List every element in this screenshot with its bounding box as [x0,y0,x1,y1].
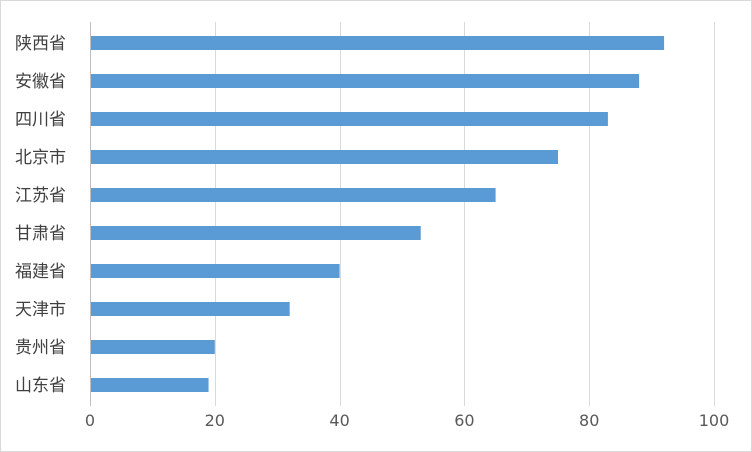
bar [91,302,290,316]
bar [91,112,608,126]
category-label: 甘肃省 [15,224,66,244]
category-label: 天津市 [15,300,66,320]
x-tick-label: 40 [329,411,349,430]
category-label: 陕西省 [15,34,66,54]
x-tick-label: 80 [579,411,599,430]
x-tick-label: 0 [85,411,95,430]
category-label: 江苏省 [15,186,66,206]
x-tick-label: 20 [205,411,225,430]
x-tick-label: 100 [699,411,730,430]
category-label: 北京市 [15,148,66,168]
bar-layer [91,36,665,392]
bar [91,74,640,88]
bar [91,150,558,164]
bar [91,226,421,240]
category-label: 福建省 [15,262,66,282]
bar [91,36,665,50]
bar [91,340,215,354]
category-label: 山东省 [15,376,66,396]
category-label: 安徽省 [15,72,66,92]
bar [91,378,209,392]
category-label: 贵州省 [15,338,66,358]
x-tick-label-layer: 0 20 40 60 80 100 [85,411,729,430]
category-label: 四川省 [15,110,66,130]
bar [91,188,496,202]
x-tick-label: 60 [454,411,474,430]
bar [91,264,340,278]
